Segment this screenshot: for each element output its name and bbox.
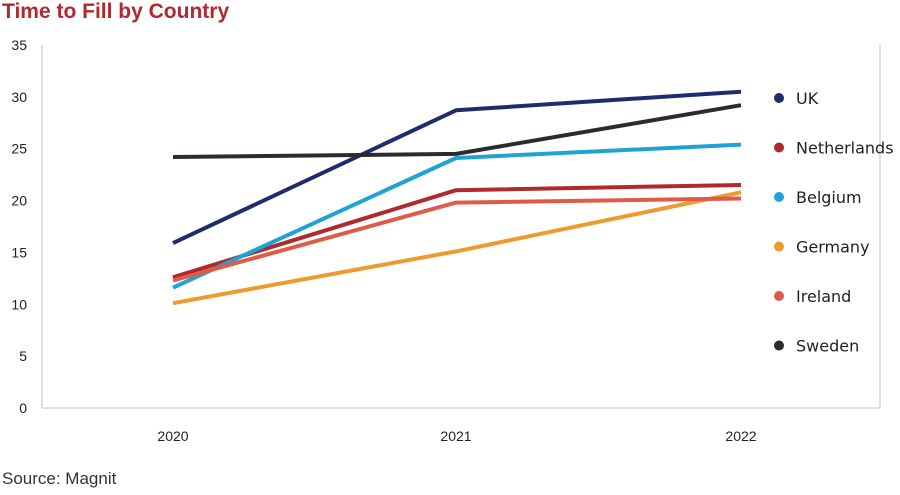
source-note: Source: Magnit bbox=[2, 469, 117, 488]
x-tick-label: 2022 bbox=[725, 428, 756, 444]
y-tick-label: 25 bbox=[11, 141, 27, 157]
x-tick-label: 2020 bbox=[157, 428, 188, 444]
y-tick-label: 15 bbox=[11, 244, 27, 260]
legend-marker-sweden bbox=[774, 340, 784, 351]
y-tick-label: 20 bbox=[11, 193, 27, 209]
legend-marker-netherlands bbox=[774, 142, 784, 153]
chart-title: Time to Fill by Country bbox=[2, 0, 230, 23]
series-line-uk bbox=[172, 89, 742, 245]
legend-label-belgium: Belgium bbox=[796, 188, 862, 207]
series-line-sweden bbox=[172, 103, 742, 159]
y-tick-label: 35 bbox=[11, 37, 27, 53]
series-line-germany bbox=[172, 190, 742, 306]
series-line-ireland bbox=[172, 196, 742, 283]
legend-marker-germany bbox=[774, 241, 784, 252]
legend-label-ireland: Ireland bbox=[796, 287, 851, 306]
x-tick-label: 2021 bbox=[440, 428, 471, 444]
y-tick-label: 30 bbox=[11, 89, 27, 105]
y-tick-label: 0 bbox=[19, 400, 27, 416]
series-lines bbox=[172, 89, 742, 306]
series-line-netherlands bbox=[172, 183, 742, 280]
legend: UK Netherlands Belgium Germany Ireland Sweden bbox=[774, 89, 894, 356]
legend-marker-uk bbox=[774, 93, 784, 103]
legend-label-germany: Germany bbox=[796, 238, 870, 257]
axes: 0 5 10 15 20 25 30 35 2020 2021 2022 bbox=[11, 37, 881, 444]
series-line-belgium bbox=[172, 142, 742, 290]
legend-marker-ireland bbox=[774, 291, 784, 301]
y-tick-label: 5 bbox=[19, 348, 27, 364]
legend-label-netherlands: Netherlands bbox=[796, 139, 894, 158]
legend-marker-belgium bbox=[774, 192, 784, 202]
legend-label-sweden: Sweden bbox=[796, 337, 859, 356]
y-tick-label: 10 bbox=[11, 296, 27, 312]
legend-label-uk: UK bbox=[796, 89, 819, 108]
